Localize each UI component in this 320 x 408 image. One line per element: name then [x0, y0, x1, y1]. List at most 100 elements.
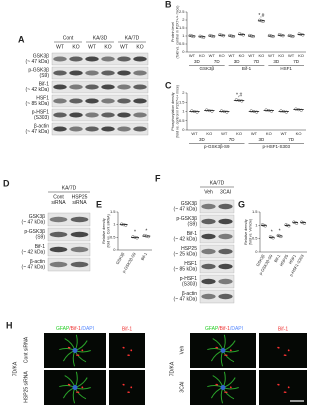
blot-band	[70, 261, 89, 268]
blot-band	[85, 126, 99, 132]
blot-band	[218, 263, 233, 270]
row-label: Cont siRNA	[23, 336, 29, 363]
blot-band	[133, 98, 147, 104]
blot-band	[69, 70, 83, 76]
y-tick-label: 1	[113, 222, 116, 227]
y-tick-label: 1	[255, 222, 258, 227]
lane-label: Cont	[53, 194, 64, 200]
blot-band	[85, 56, 99, 62]
row-label: 3CAI	[179, 381, 185, 392]
blot-band	[218, 293, 233, 300]
x-tick-label: KO	[266, 131, 272, 136]
blot-band	[117, 112, 131, 118]
row-label: (~ 47 kDa)	[174, 297, 198, 303]
y-tick-label: 0.5	[179, 118, 185, 123]
bif1-puncta	[81, 349, 84, 351]
stain-part: /Bif-1	[69, 326, 81, 332]
blot-band	[201, 293, 216, 300]
blot-band	[133, 112, 147, 118]
row-label: HSF1	[184, 261, 197, 267]
x-tick-label: WT	[288, 53, 295, 58]
blot-band	[70, 216, 89, 223]
blot-strip	[199, 214, 235, 229]
period-label: 7D	[254, 59, 261, 64]
x-tick-label: WT	[268, 53, 275, 58]
axis	[259, 212, 307, 253]
header-label: KA/7D	[62, 185, 77, 191]
bif1-puncta	[216, 347, 219, 349]
y-tick-label: 0.5	[179, 41, 185, 46]
blot-band	[85, 84, 99, 90]
group-label: KA/7D	[125, 35, 140, 41]
blot-band	[53, 84, 67, 90]
blot-strip	[199, 289, 235, 304]
blot-band	[117, 84, 131, 90]
y-tick-label: 2	[182, 17, 185, 22]
x-tick-label: KO	[219, 53, 225, 58]
panel-label: A	[18, 34, 25, 44]
blot-band	[133, 70, 147, 76]
row-label: p-HSF1	[180, 276, 197, 282]
stain-part: /DAPI	[81, 326, 94, 332]
row-label: (~ 47 kDa)	[26, 129, 50, 135]
blot-band	[85, 70, 99, 76]
blot-band	[101, 126, 115, 132]
row-label: β-actin	[34, 124, 49, 130]
blot-band	[133, 84, 147, 90]
micrograph	[259, 333, 307, 368]
blot-band	[218, 248, 233, 255]
x-tick-label: KO	[199, 53, 205, 58]
period-label: 3D	[234, 59, 241, 64]
row-label: (~ 42 kDa)	[174, 237, 198, 243]
bif1-puncta	[224, 354, 226, 356]
stain-header: GFAP/Bif-1/DAPI	[56, 326, 94, 332]
significance-mark: *,#	[236, 93, 242, 99]
row-label: (~ 42 kDa)	[26, 87, 50, 93]
x-tick-label: KO	[296, 131, 302, 136]
period-label: 3D	[199, 137, 206, 142]
x-tick-label: KO	[278, 53, 284, 58]
blot-band	[201, 248, 216, 255]
y-tick-label: 1	[182, 109, 185, 114]
row-label: (S303)	[182, 282, 197, 288]
y-axis-label: (fold vs. Vehicle)	[248, 219, 252, 245]
row-label: (S9)	[188, 222, 198, 228]
group-label: p-HSF1-S303	[262, 144, 290, 149]
row-label: Veh	[179, 345, 185, 354]
bif1-puncta	[130, 349, 133, 351]
row-label: Bif-1	[39, 82, 50, 88]
blot-band	[101, 98, 115, 104]
x-tick-label: KO	[236, 131, 242, 136]
axis	[186, 12, 306, 53]
blot-strip	[199, 199, 235, 214]
row-label: Bif-1	[187, 231, 198, 237]
nucleus	[220, 385, 226, 390]
stain-part: GFAP	[56, 326, 70, 332]
condition-label: 7D/KA	[169, 361, 175, 376]
y-axis-label: (fold vs. control in P2X7+/+ mice)	[175, 6, 179, 59]
row-label: (~ 47 kDa)	[22, 220, 46, 226]
bif1-puncta	[225, 391, 228, 394]
significance-mark: *,#	[258, 13, 264, 19]
row-label: (S9)	[36, 235, 46, 241]
blot-band	[49, 246, 68, 253]
bif1-puncta	[224, 391, 226, 393]
period-label: 3D	[258, 137, 265, 142]
panel-label: H	[6, 320, 13, 330]
significance-mark: *	[279, 228, 281, 234]
blot-band	[117, 70, 131, 76]
blot-strip	[47, 242, 91, 257]
blot-strip	[199, 259, 235, 274]
blot-band	[101, 84, 115, 90]
row-label: (~ 47 kDa)	[174, 207, 198, 213]
blot-band	[218, 203, 233, 210]
bif1-puncta	[81, 386, 84, 388]
period-label: 7D	[293, 59, 300, 64]
panel-label: E	[96, 199, 102, 209]
blot-band	[85, 112, 99, 118]
stain-part: /Bif-1	[218, 326, 230, 332]
blot-band	[133, 126, 147, 132]
lane-label: 3CAI	[220, 189, 231, 195]
blot-band	[69, 84, 83, 90]
bif1-puncta	[229, 386, 232, 388]
